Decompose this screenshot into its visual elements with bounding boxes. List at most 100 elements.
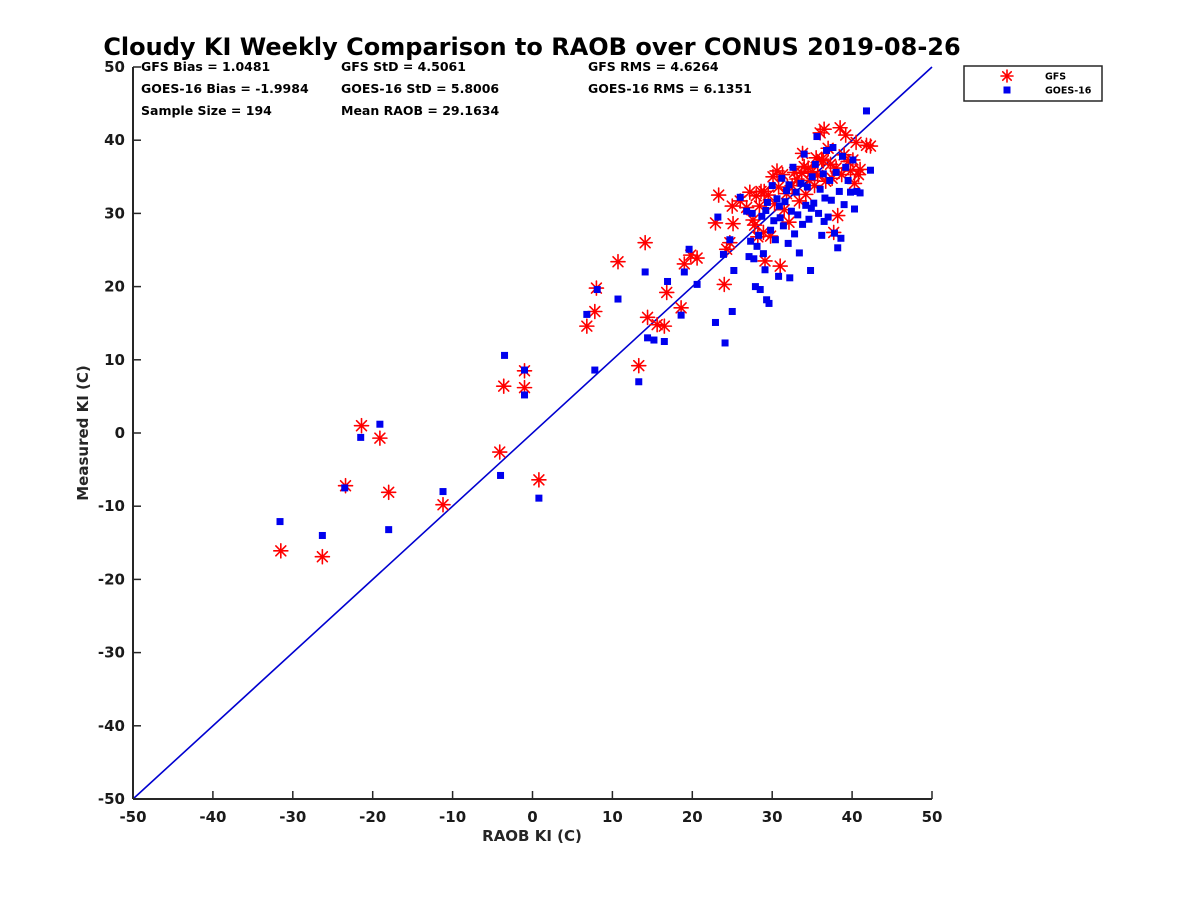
goes16-point bbox=[660, 338, 668, 345]
goes16-point bbox=[439, 488, 447, 496]
plot-area bbox=[132, 66, 933, 800]
goes16-point bbox=[824, 213, 832, 221]
goes16-point bbox=[521, 391, 529, 399]
goes16-point bbox=[815, 209, 823, 217]
y-tick-label: 40 bbox=[104, 131, 125, 149]
gfs-point bbox=[516, 379, 533, 396]
goes16-point bbox=[821, 194, 829, 202]
legend-label: GOES-16 bbox=[1045, 86, 1092, 97]
goes16-point bbox=[850, 205, 858, 213]
goes16-point bbox=[714, 213, 722, 221]
gfs-point bbox=[710, 187, 727, 203]
goes16-point bbox=[826, 176, 834, 184]
goes16-point bbox=[839, 152, 847, 160]
goes16-point bbox=[726, 236, 734, 244]
goes16-point bbox=[650, 336, 658, 344]
gfs-point bbox=[380, 484, 397, 501]
y-tick-label: 50 bbox=[104, 58, 125, 76]
goes16-point bbox=[693, 280, 701, 288]
goes16-point bbox=[831, 229, 839, 237]
goes16-point bbox=[789, 163, 797, 171]
goes16-point bbox=[799, 220, 807, 228]
gfs-point bbox=[689, 250, 705, 266]
goes16-point bbox=[849, 156, 857, 164]
y-tick-label: 0 bbox=[115, 424, 125, 442]
goes16-point bbox=[813, 133, 821, 141]
goes16-point bbox=[816, 185, 824, 193]
gfs-point bbox=[832, 119, 848, 136]
y-tick-label: -50 bbox=[98, 790, 125, 808]
goes16-point bbox=[747, 237, 755, 245]
goes16-point bbox=[781, 198, 789, 206]
stat-text: Sample Size = 194 bbox=[141, 103, 272, 118]
goes16-point bbox=[751, 283, 759, 291]
goes16-point bbox=[664, 277, 672, 285]
goes16-point bbox=[787, 207, 795, 215]
x-tick-label: -50 bbox=[119, 808, 146, 826]
goes16-point bbox=[827, 196, 835, 204]
goes16-point bbox=[736, 193, 744, 201]
goes16-point bbox=[341, 484, 349, 492]
y-tick-label: 20 bbox=[104, 278, 125, 296]
y-tick-label: 30 bbox=[104, 204, 125, 222]
legend: GFS GOES-16 bbox=[963, 65, 1103, 102]
goes16-point bbox=[748, 209, 756, 217]
goes16-point bbox=[758, 212, 766, 220]
goes16-point bbox=[778, 174, 786, 182]
stat-text: GOES-16 Bias = -1.9984 bbox=[141, 81, 309, 96]
goes16-point bbox=[832, 168, 840, 176]
goes16-point bbox=[786, 274, 794, 282]
gfs-point bbox=[772, 258, 788, 274]
goes16-point bbox=[802, 201, 810, 209]
goes16-point bbox=[750, 255, 758, 263]
goes16-point bbox=[535, 494, 543, 502]
goes16-point bbox=[685, 245, 693, 253]
gfs-point bbox=[610, 253, 626, 270]
y-tick-label: -40 bbox=[98, 717, 125, 735]
x-tick-label: -10 bbox=[439, 808, 466, 826]
goes16-point bbox=[644, 334, 652, 342]
goes16-point bbox=[763, 198, 771, 206]
goes16-point bbox=[768, 182, 776, 190]
gfs-point bbox=[656, 318, 673, 334]
series-goes-16 bbox=[276, 107, 874, 539]
goes16-point bbox=[593, 286, 601, 294]
goes16-point bbox=[791, 230, 799, 238]
goes16-point bbox=[810, 199, 818, 207]
goes16-point bbox=[807, 266, 815, 274]
x-axis-label: RAOB KI (C) bbox=[482, 827, 582, 845]
stat-text: GFS RMS = 4.6264 bbox=[588, 59, 719, 74]
x-tick-label: 10 bbox=[602, 808, 623, 826]
x-tick-label: -40 bbox=[199, 808, 226, 826]
gfs-point bbox=[579, 318, 595, 334]
legend-gfs-marker bbox=[1000, 69, 1014, 83]
goes16-point bbox=[805, 215, 813, 223]
goes16-point bbox=[842, 163, 850, 171]
goes16-point bbox=[770, 217, 778, 225]
gfs-point bbox=[314, 548, 331, 565]
stat-text: GOES-16 StD = 5.8006 bbox=[341, 81, 499, 96]
statistics-block: GFS Bias = 1.0481 GFS StD = 4.5061 GFS RMS… bbox=[141, 59, 752, 118]
gfs-point bbox=[837, 127, 854, 143]
goes16-point bbox=[811, 160, 819, 168]
goes16-point bbox=[844, 176, 852, 184]
gfs-point bbox=[353, 417, 370, 434]
y-tick-label: 10 bbox=[104, 351, 125, 369]
goes16-point bbox=[677, 311, 685, 319]
y-tick-label: -10 bbox=[98, 497, 125, 515]
legend-items: GFS GOES-16 bbox=[1000, 69, 1092, 97]
gfs-point bbox=[716, 276, 733, 293]
goes16-point bbox=[803, 183, 811, 191]
goes16-point bbox=[818, 231, 826, 239]
goes16-point bbox=[318, 531, 326, 539]
gfs-point bbox=[639, 309, 656, 326]
x-tick-label: 0 bbox=[527, 808, 537, 826]
gfs-point bbox=[273, 543, 289, 559]
x-tick-label: 30 bbox=[762, 808, 783, 826]
goes16-point bbox=[792, 188, 800, 196]
goes16-point bbox=[756, 286, 764, 294]
x-tick-label: -20 bbox=[359, 808, 386, 826]
goes16-point bbox=[775, 202, 783, 210]
goes16-point bbox=[376, 420, 384, 428]
